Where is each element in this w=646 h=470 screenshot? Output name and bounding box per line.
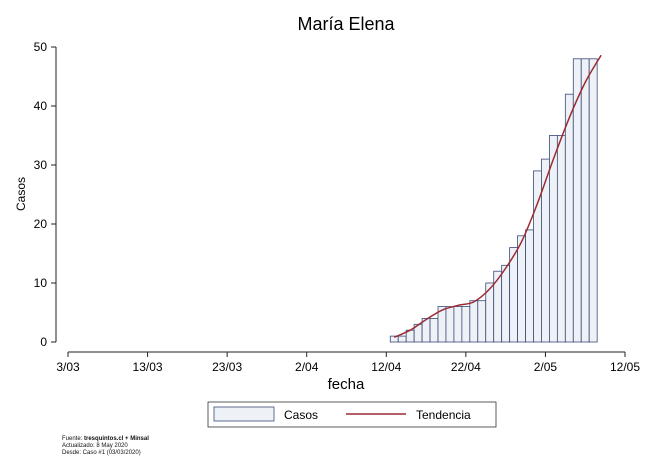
chart-title: María Elena <box>297 14 395 34</box>
legend-label-tendencia: Tendencia <box>416 408 471 422</box>
bar <box>397 335 407 343</box>
bar <box>429 317 439 343</box>
bar <box>469 300 479 343</box>
x-tick-label: 22/04 <box>451 360 481 374</box>
bar <box>580 58 590 343</box>
bar <box>525 229 534 343</box>
bar <box>477 300 487 343</box>
source-name: tresquintos.cl + Minsal <box>84 436 149 442</box>
source-note: Fuente: tresquintos.cl + Minsal Actualiz… <box>62 436 149 457</box>
bar <box>501 264 511 343</box>
x-tick-label: 12/04 <box>371 360 401 374</box>
y-axis-title: Casos <box>14 177 28 211</box>
x-tick-label: 23/03 <box>212 360 242 374</box>
y-tick-label: 20 <box>34 217 48 231</box>
x-tick-label: 2/05 <box>534 360 558 374</box>
y-tick-label: 0 <box>40 335 47 349</box>
source-line: Fuente: tresquintos.cl + Minsal <box>62 436 149 442</box>
bar <box>556 135 566 343</box>
bar <box>588 58 598 343</box>
bar <box>564 93 574 343</box>
bar <box>461 306 471 343</box>
legend: Casos Tendencia <box>207 401 497 428</box>
bar <box>517 235 526 343</box>
bar <box>541 158 550 343</box>
y-tick-label: 10 <box>34 276 48 290</box>
bar <box>453 306 463 343</box>
bars-group <box>389 58 598 343</box>
y-tick-label: 50 <box>34 40 48 54</box>
x-tick-label: 12/05 <box>610 360 640 374</box>
updated-line: Actualizado: 8 May 2020 <box>62 443 128 449</box>
x-tick-label: 13/03 <box>133 360 163 374</box>
y-tick-label: 40 <box>34 99 48 113</box>
y-tick-label: 30 <box>34 158 48 172</box>
x-axis-title: fecha <box>328 376 365 393</box>
legend-label-casos: Casos <box>284 408 318 422</box>
legend-swatch-casos <box>213 406 275 422</box>
bar <box>445 306 455 343</box>
bar <box>572 58 582 343</box>
since-line: Desde: Caso #1 (03/03/2020) <box>62 450 141 456</box>
x-tick-label: 2/04 <box>295 360 319 374</box>
axes-group: 0 10 20 30 40 50 3/03 13/03 23/03 2/04 12/04 22/04 2… <box>34 40 641 374</box>
trend-line <box>393 54 602 338</box>
trend-group <box>393 54 602 338</box>
x-tick-label: 3/03 <box>56 360 80 374</box>
